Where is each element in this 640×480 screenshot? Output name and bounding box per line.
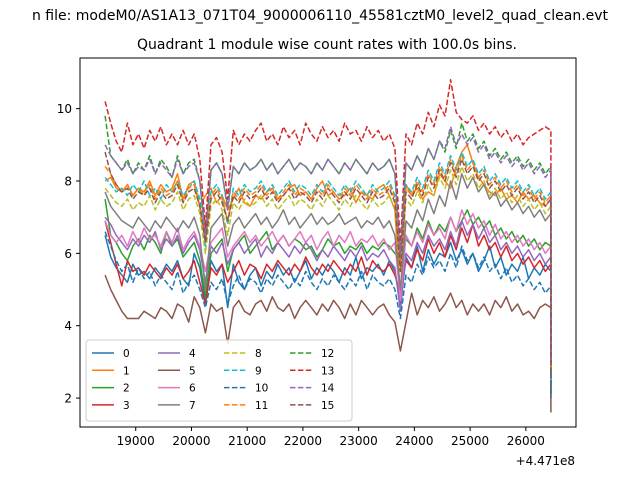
x-axis-offset-label: +4.471e8 — [516, 454, 575, 468]
legend-box — [85, 339, 353, 422]
legend-label-6: 6 — [189, 383, 196, 395]
y-tick-label: 4 — [64, 319, 72, 333]
x-tick-label: 19000 — [117, 434, 155, 448]
x-tick-label: 21000 — [228, 434, 266, 448]
y-axis: 2 4 6 8 10 — [57, 102, 80, 406]
series-line-3 — [104, 220, 552, 388]
legend-label-15: 15 — [321, 400, 334, 412]
x-tick-label: 24000 — [395, 434, 433, 448]
series-line-11 — [104, 154, 552, 370]
x-axis: 19000 20000 21000 22000 23000 24000 25000 26000 — [117, 427, 545, 448]
series-line-6 — [104, 209, 552, 380]
legend-label-13: 13 — [321, 365, 334, 377]
figure-suptitle: n file: modeM0/AS1A13_071T04_9000006110_… — [32, 8, 609, 24]
legend-label-3: 3 — [123, 400, 130, 412]
y-tick-label: 6 — [64, 247, 72, 261]
x-tick-label: 23000 — [340, 434, 378, 448]
series-line-7 — [104, 173, 552, 377]
series-line-1 — [104, 144, 552, 384]
series-line-13 — [104, 78, 552, 362]
legend-label-1: 1 — [123, 365, 130, 377]
legend-label-14: 14 — [321, 383, 335, 395]
legend-label-12: 12 — [321, 348, 334, 360]
x-tick-label: 22000 — [284, 434, 322, 448]
legend-label-9: 9 — [255, 365, 262, 377]
series-layer — [104, 78, 552, 413]
y-tick-label: 2 — [64, 392, 72, 406]
x-tick-label: 20000 — [172, 434, 210, 448]
series-line-14 — [104, 125, 552, 366]
y-tick-label: 10 — [57, 102, 72, 116]
series-line-2 — [104, 198, 552, 395]
legend-label-5: 5 — [189, 365, 196, 377]
x-tick-label: 25000 — [451, 434, 489, 448]
legend-label-7: 7 — [189, 400, 196, 412]
x-tick-label: 26000 — [507, 434, 545, 448]
series-line-15 — [104, 151, 552, 373]
series-line-4 — [104, 216, 552, 391]
series-line-10 — [104, 231, 552, 399]
legend-label-2: 2 — [123, 383, 130, 395]
series-line-9 — [104, 151, 552, 373]
legend-label-11: 11 — [255, 400, 268, 412]
y-tick-label: 8 — [64, 175, 72, 189]
series-line-8 — [104, 165, 552, 377]
legend-label-0: 0 — [123, 348, 130, 360]
legend-label-4: 4 — [189, 348, 196, 360]
legend-label-8: 8 — [255, 348, 262, 360]
chart-title: Quadrant 1 module wise count rates with … — [137, 37, 517, 53]
legend-label-10: 10 — [255, 383, 268, 395]
series-line-5 — [104, 274, 552, 413]
axes-frame — [79, 57, 577, 428]
